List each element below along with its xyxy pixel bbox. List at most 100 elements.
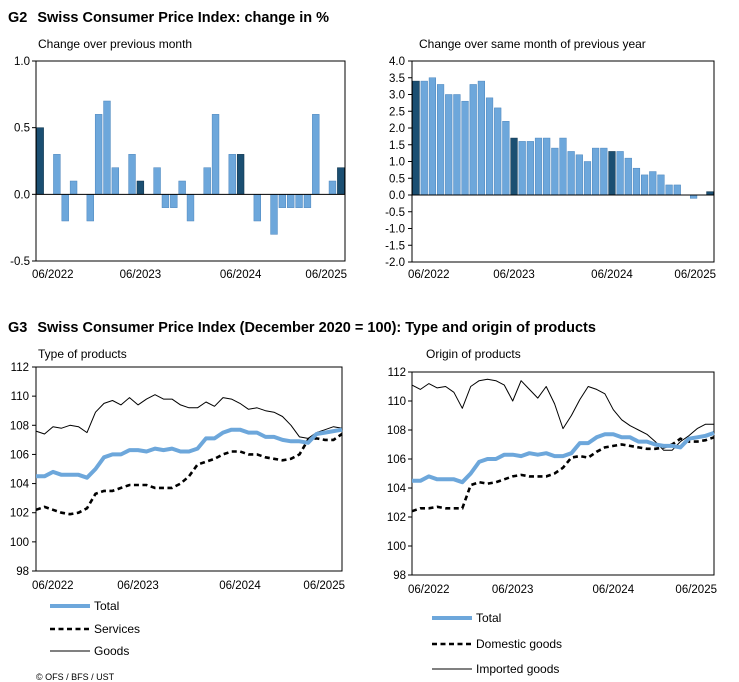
mom-bar (337, 167, 345, 195)
yoy-bar (624, 157, 632, 196)
type-legend-label: Services (94, 622, 140, 636)
yoy-bar (469, 84, 477, 196)
type-series-goods (35, 394, 343, 439)
mom-chart-subtitle: Change over previous month (38, 37, 193, 51)
yoy-y-tick-label: 3.5 (389, 73, 405, 85)
mom-bar (103, 100, 111, 195)
yoy-bar (673, 184, 681, 196)
type-y-tick-label: 112 (11, 362, 29, 374)
type-y-tick-label: 104 (10, 479, 30, 491)
mom-bar (53, 154, 61, 195)
source-note: © OFS / BFS / UST (36, 672, 115, 682)
mom-bar (253, 194, 261, 222)
yoy-bar (592, 147, 600, 196)
mom-bar (111, 167, 120, 195)
yoy-y-tick-label: 3.0 (389, 90, 405, 102)
yoy-bar (551, 147, 559, 196)
mom-bar (186, 194, 195, 222)
yoy-bar (445, 94, 453, 196)
yoy-y-tick-label: 2.0 (389, 123, 405, 135)
mom-y-tick-label: 1.0 (14, 56, 30, 68)
mom-bar (153, 167, 161, 195)
yoy-bar (518, 141, 526, 196)
yoy-bar (567, 151, 575, 196)
g2-title: G2 Swiss Consumer Price Index: change in … (8, 10, 329, 26)
yoy-bar (485, 97, 494, 196)
origin-y-tick-label: 102 (387, 512, 406, 524)
yoy-chart-subtitle: Change over same month of previous year (419, 37, 646, 51)
type-series-total (36, 427, 343, 480)
type-x-tick-label: 06/2025 (303, 580, 345, 592)
origin-y-tick-label: 104 (387, 483, 407, 495)
mom-bar (136, 180, 145, 195)
mom-bar (228, 154, 236, 195)
type-chart-subtitle: Type of products (38, 347, 127, 361)
origin-series-total (412, 431, 715, 485)
g3-title: G3 Swiss Consumer Price Index (December 2… (8, 320, 596, 336)
mom-x-tick-label: 06/2022 (32, 269, 74, 281)
type-legend-label: Goods (94, 644, 129, 658)
yoy-bar (575, 154, 583, 196)
yoy-bar (608, 151, 616, 196)
yoy-bar (534, 137, 543, 196)
yoy-y-tick-label: 2.5 (389, 106, 405, 118)
yoy-bar (494, 107, 502, 196)
mom-bar (278, 194, 287, 208)
g3-title-text: Swiss Consumer Price Index (December 202… (37, 320, 596, 336)
mom-bar (270, 194, 278, 235)
yoy-y-tick-label: 1.0 (389, 157, 405, 169)
origin-y-tick-label: 98 (393, 570, 406, 582)
mom-y-tick-label: -0.5 (10, 256, 30, 268)
yoy-bar (600, 147, 608, 196)
g2-label: G2 (8, 10, 28, 26)
type-y-tick-label: 110 (11, 391, 29, 403)
yoy-bar (706, 191, 714, 196)
mom-bar (211, 114, 220, 195)
yoy-y-tick-label: 0.0 (389, 190, 405, 202)
yoy-bar (689, 194, 698, 199)
mom-bar (94, 114, 103, 195)
origin-x-tick-label: 06/2025 (675, 584, 717, 596)
mom-bar (170, 194, 178, 208)
mom-bar (287, 194, 295, 208)
yoy-bar (510, 137, 518, 196)
yoy-x-tick-label: 06/2025 (674, 269, 716, 281)
origin-x-tick-label: 06/2022 (408, 584, 450, 596)
yoy-bar (436, 84, 445, 196)
yoy-bar (641, 174, 649, 196)
mom-bar (328, 180, 337, 195)
type-y-tick-label: 106 (10, 449, 29, 461)
mom-bar (36, 127, 44, 195)
mom-bar (236, 154, 245, 195)
mom-y-tick-label: 0.0 (14, 189, 30, 201)
type-plot-frame (35, 366, 343, 572)
yoy-bar (616, 151, 624, 196)
yoy-y-tick-label: -1.5 (385, 240, 405, 252)
type-legend-label: Total (94, 599, 119, 613)
yoy-bar (461, 100, 469, 196)
mom-x-tick-label: 06/2025 (305, 269, 347, 281)
mom-bar (295, 194, 303, 208)
type-x-tick-label: 06/2024 (219, 580, 261, 592)
mom-bar (303, 194, 312, 208)
mom-bar (161, 194, 170, 208)
g2-title-text: Swiss Consumer Price Index: change in % (37, 10, 330, 26)
yoy-bar (657, 174, 665, 196)
origin-series-domestic-goods (411, 436, 715, 513)
yoy-bar (526, 141, 534, 196)
yoy-y-tick-label: 0.5 (389, 173, 405, 185)
yoy-y-tick-label: -0.5 (385, 207, 405, 219)
yoy-y-tick-label: -2.0 (385, 257, 405, 269)
type-series-services (35, 432, 343, 516)
origin-plot-frame (411, 371, 715, 576)
yoy-y-tick-label: 1.5 (389, 140, 405, 152)
mom-bar (61, 194, 69, 222)
origin-x-tick-label: 06/2024 (593, 584, 635, 596)
mom-x-tick-label: 06/2024 (220, 269, 262, 281)
mom-bar (128, 154, 136, 195)
yoy-bar (632, 167, 641, 196)
origin-legend-label: Total (476, 611, 501, 625)
origin-legend-label: Imported goods (476, 662, 559, 676)
yoy-x-tick-label: 06/2023 (493, 269, 535, 281)
